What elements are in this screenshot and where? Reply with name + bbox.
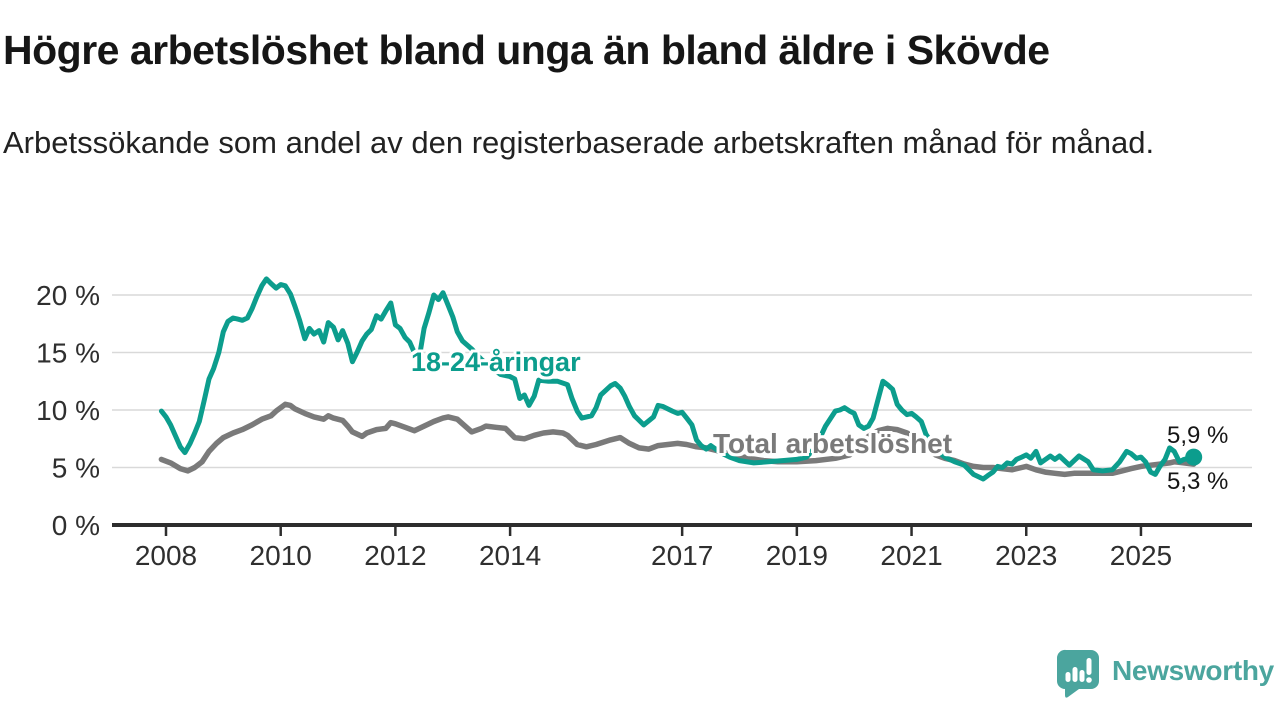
- chart-title: Högre arbetslöshet bland unga än bland ä…: [3, 27, 1050, 73]
- end-value-total: 5,3 %: [1167, 468, 1229, 495]
- x-tick-label: 2023: [995, 540, 1057, 571]
- x-tick-label: 2008: [135, 540, 197, 571]
- y-tick-label: 15 %: [36, 338, 100, 369]
- y-tick-label: 20 %: [36, 280, 100, 311]
- y-tick-label: 0 %: [52, 510, 100, 541]
- x-tick-label: 2025: [1110, 540, 1172, 571]
- newsworthy-wordmark: Newsworthy: [1112, 654, 1274, 686]
- x-tick-label: 2021: [880, 540, 942, 571]
- x-tick-label: 2014: [479, 540, 541, 571]
- series-end-dot: [1185, 448, 1203, 466]
- series-line-18-24-ringar: [158, 276, 1197, 482]
- y-tick-label: 5 %: [52, 453, 100, 484]
- end-value-youth: 5,9 %: [1167, 422, 1229, 449]
- x-tick-label: 2012: [364, 540, 426, 571]
- series-label-youth: 18-24-åringar: [411, 347, 581, 377]
- newsworthy-logo-icon: [1056, 649, 1099, 698]
- chart-subtitle: Arbetssökande som andel av den registerb…: [3, 125, 1155, 160]
- newsworthy-brand: Newsworthy: [1056, 649, 1274, 698]
- series-line-total-arbetsl-shet: [158, 401, 1197, 478]
- x-tick-label: 2019: [766, 540, 828, 571]
- x-tick-label: 2010: [250, 540, 312, 571]
- series-label-total: Total arbetslöshet: [713, 428, 953, 459]
- y-tick-label: 10 %: [36, 395, 100, 426]
- x-tick-label: 2017: [651, 540, 713, 571]
